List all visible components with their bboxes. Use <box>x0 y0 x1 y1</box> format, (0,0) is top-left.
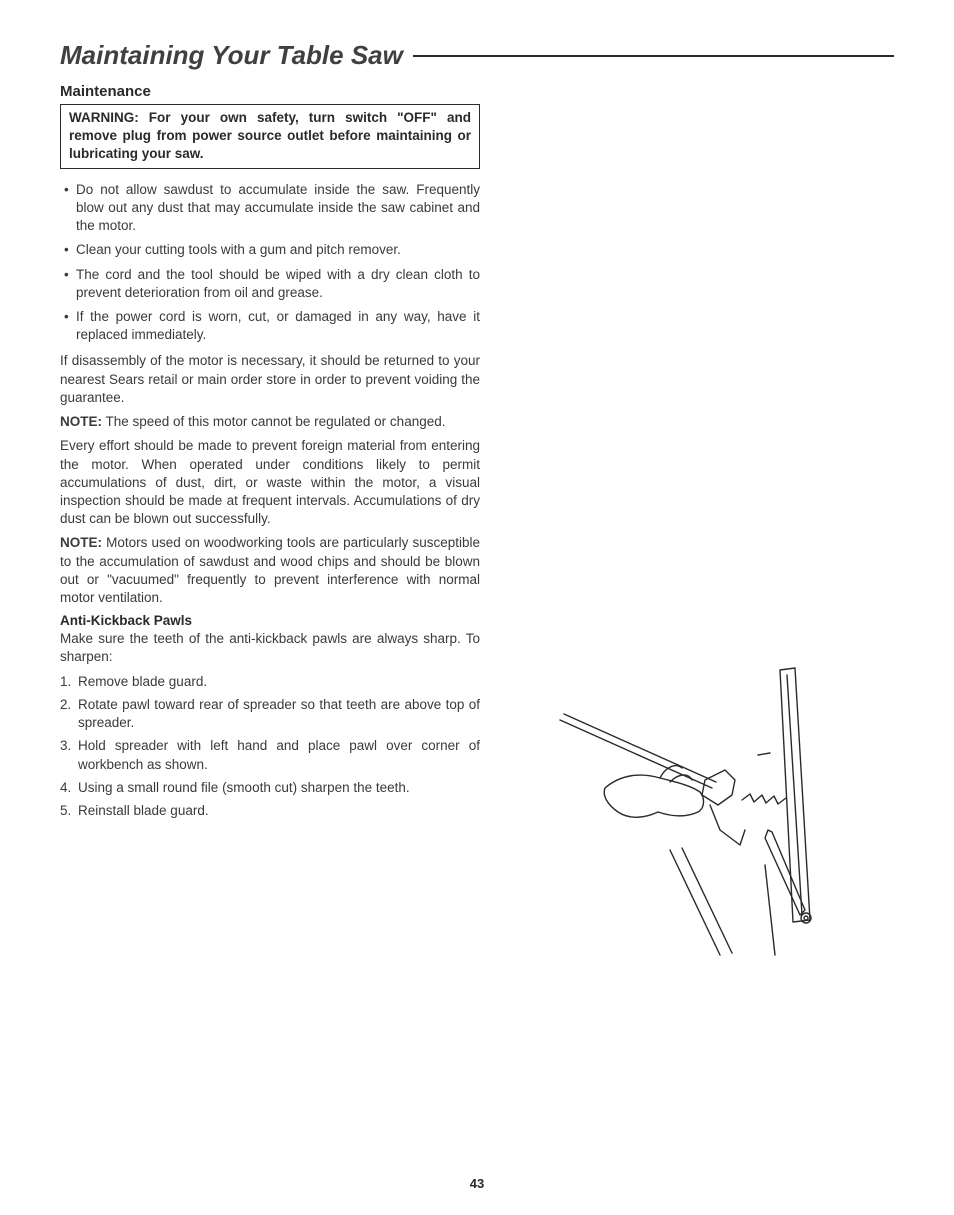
title-rule <box>413 55 894 57</box>
step-item: Remove blade guard. <box>60 673 480 691</box>
step-item: Reinstall blade guard. <box>60 802 480 820</box>
page-title-text: Maintaining Your Table Saw <box>60 40 403 71</box>
note-speed: NOTE: The speed of this motor cannot be … <box>60 413 480 431</box>
note-label: NOTE: <box>60 535 102 550</box>
note-label: NOTE: <box>60 414 102 429</box>
note-text: The speed of this motor cannot be regula… <box>102 414 445 429</box>
page-title: Maintaining Your Table Saw <box>60 40 894 71</box>
step-item: Hold spreader with left hand and place p… <box>60 737 480 773</box>
content-column: Maintenance WARNING: For your own safety… <box>60 83 480 820</box>
maintenance-bullets: Do not allow sawdust to accumulate insid… <box>60 181 480 345</box>
pawls-heading: Anti-Kickback Pawls <box>60 613 480 628</box>
step-item: Using a small round file (smooth cut) sh… <box>60 779 480 797</box>
bullet-item: Clean your cutting tools with a gum and … <box>60 241 480 259</box>
disassembly-para: If disassembly of the motor is necessary… <box>60 352 480 407</box>
foreign-material-para: Every effort should be made to prevent f… <box>60 437 480 528</box>
pawls-steps: Remove blade guard. Rotate pawl toward r… <box>60 673 480 821</box>
note-motors: NOTE: Motors used on woodworking tools a… <box>60 534 480 607</box>
warning-box: WARNING: For your own safety, turn switc… <box>60 104 480 169</box>
note-text: Motors used on woodworking tools are par… <box>60 535 480 605</box>
bullet-item: If the power cord is worn, cut, or damag… <box>60 308 480 344</box>
pawl-sharpening-figure <box>510 660 880 960</box>
pawl-illustration-svg <box>510 660 880 960</box>
bullet-item: Do not allow sawdust to accumulate insid… <box>60 181 480 236</box>
step-item: Rotate pawl toward rear of spreader so t… <box>60 696 480 732</box>
bullet-item: The cord and the tool should be wiped wi… <box>60 266 480 302</box>
page-number: 43 <box>0 1176 954 1191</box>
section-heading: Maintenance <box>60 83 480 100</box>
pawls-intro: Make sure the teeth of the anti-kickback… <box>60 630 480 666</box>
